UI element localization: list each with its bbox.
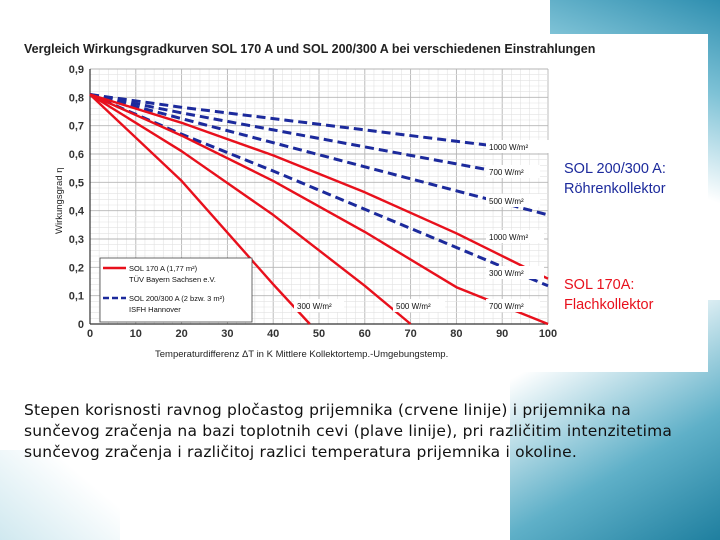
chart-legend: SOL 170 A (1,77 m²) TÜV Bayern Sachsen e… [99,257,253,323]
label-red-500: 500 W/m² [396,302,431,311]
y-tick-label: 0,3 [69,234,84,246]
series-line [89,93,549,217]
series-line [89,93,549,280]
slide-caption: Stepen korisnosti ravnog pločastog prije… [24,401,673,461]
label-red-300: 300 W/m² [297,302,332,311]
label-blue-500: 500 W/m² [489,197,524,206]
y-axis-label: Wirkungsgrad η [54,167,65,234]
side-label-tube-1: SOL 200/300 A: [564,161,666,177]
x-tick-label: 50 [313,328,325,340]
x-tick-label: 0 [87,328,93,340]
legend-red-text-1: SOL 170 A (1,77 m²) [129,264,198,273]
x-tick-label: 100 [539,328,557,340]
side-label-tube-2: Röhrenkollektor [564,181,666,197]
x-tick-label: 70 [404,328,416,340]
label-blue-1000: 1000 W/m² [489,143,528,152]
series-line [89,93,549,288]
y-tick-label: 0,5 [69,177,84,189]
x-tick-label: 90 [496,328,508,340]
x-tick-label: 20 [175,328,187,340]
legend-blue-text-1: SOL 200/300 A (2 bzw. 3 m²) [129,294,225,303]
y-tick-label: 0,9 [69,64,84,76]
legend-red-text-2: TÜV Bayern Sachsen e.V. [129,275,216,284]
series-line [89,93,311,325]
x-tick-label: 10 [130,328,142,340]
chart-series [89,93,549,326]
series-line [89,93,412,325]
series-line [89,93,503,149]
x-tick-label: 60 [359,328,371,340]
y-tick-label: 0,6 [69,149,84,161]
x-tick-label: 30 [221,328,233,340]
label-red-700: 700 W/m² [489,302,524,311]
chart-title: Vergleich Wirkungsgradkurven SOL 170 A u… [24,42,595,56]
y-tick-label: 0,1 [69,291,84,303]
label-blue-700: 700 W/m² [489,168,524,177]
series-line [89,93,549,326]
y-tick-label: 0,2 [69,262,84,274]
x-tick-label: 80 [450,328,462,340]
chart-ticks: 0 10 20 30 40 50 60 70 80 90 100 0 0,1 0,2 0,3 0,4 0,5 0,… [69,64,557,340]
label-red-1000: 1000 W/m² [489,233,528,242]
x-axis-label: Temperaturdifferenz ΔT in K Mittlere Kol… [155,349,448,360]
efficiency-chart: Vergleich Wirkungsgradkurven SOL 170 A u… [18,34,708,372]
y-tick-label: 0 [78,319,84,331]
series-line [89,93,503,174]
y-tick-label: 0,7 [69,121,84,133]
decor-bottom-left [0,450,120,540]
y-tick-label: 0,8 [69,92,84,104]
side-label-flat-2: Flachkollektor [564,297,654,313]
x-tick-label: 40 [267,328,279,340]
side-label-flat-1: SOL 170A: [564,277,634,293]
label-blue-300: 300 W/m² [489,269,524,278]
legend-blue-text-2: ISFH Hannover [129,305,181,314]
y-tick-label: 0,4 [69,206,85,218]
